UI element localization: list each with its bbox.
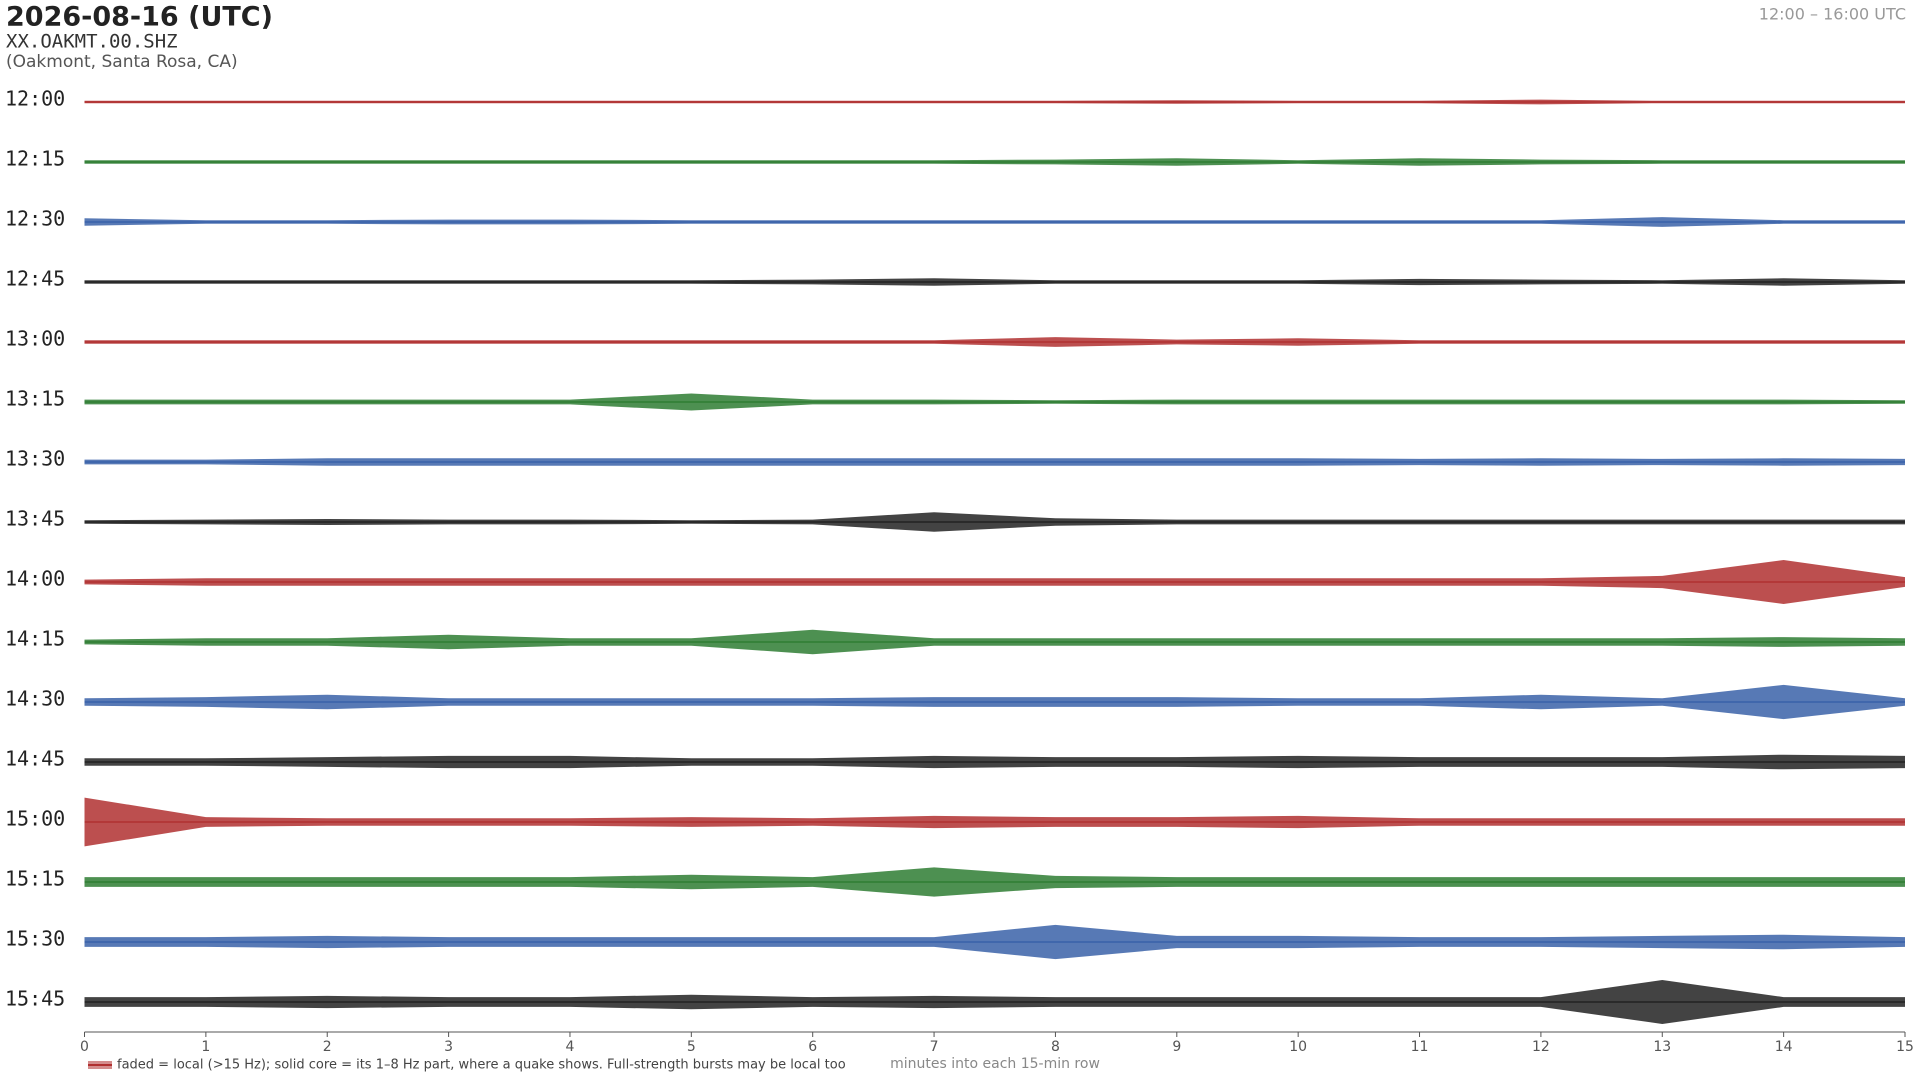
row-label: 13:15 <box>5 387 65 411</box>
trace-envelope <box>84 393 1905 411</box>
row-label: 15:00 <box>5 807 65 831</box>
trace-envelope <box>84 217 1905 227</box>
x-tick-label: 1 <box>201 1039 210 1055</box>
trace-envelope <box>84 754 1905 770</box>
trace-envelope <box>84 684 1905 720</box>
x-tick-label: 12 <box>1532 1039 1550 1055</box>
x-tick-label: 3 <box>444 1039 453 1055</box>
row-label: 15:45 <box>5 987 65 1011</box>
x-tick-label: 7 <box>930 1039 939 1055</box>
station-location: (Oakmont, Santa Rosa, CA) <box>6 52 238 72</box>
x-tick-label: 13 <box>1653 1039 1671 1055</box>
trace-envelope <box>84 458 1905 466</box>
row-label: 14:30 <box>5 687 65 711</box>
footer-note: faded = local (>15 Hz); solid core = its… <box>117 1058 846 1073</box>
trace-envelope <box>84 867 1905 897</box>
x-tick-label: 8 <box>1051 1039 1060 1055</box>
x-tick-label: 15 <box>1896 1039 1914 1055</box>
trace-envelope <box>84 924 1905 960</box>
x-tick-label: 2 <box>323 1039 332 1055</box>
row-label: 14:45 <box>5 747 65 771</box>
row-label: 13:45 <box>5 507 65 531</box>
row-label: 13:00 <box>5 327 65 351</box>
trace-envelope <box>84 797 1905 847</box>
x-tick-label: 5 <box>687 1039 696 1055</box>
row-label: 12:30 <box>5 207 65 231</box>
x-tick-label: 4 <box>566 1039 575 1055</box>
note-swatch-core <box>88 1064 112 1066</box>
trace-envelope <box>84 629 1905 655</box>
time-range: 12:00 – 16:00 UTC <box>1759 5 1906 24</box>
x-tick-label: 6 <box>808 1039 817 1055</box>
trace-envelope <box>84 278 1905 286</box>
x-tick-label: 0 <box>80 1039 89 1055</box>
trace-envelope <box>84 337 1905 347</box>
row-label: 15:15 <box>5 867 65 891</box>
x-tick-label: 10 <box>1289 1039 1307 1055</box>
row-label: 14:15 <box>5 627 65 651</box>
station-code: XX.OAKMT.00.SHZ <box>6 31 178 53</box>
row-label: 14:00 <box>5 567 65 591</box>
row-label: 12:45 <box>5 267 65 291</box>
x-tick-label: 9 <box>1172 1039 1181 1055</box>
chart-title: 2026-08-16 (UTC) <box>6 2 273 33</box>
trace-envelope <box>84 560 1905 604</box>
row-label: 13:30 <box>5 447 65 471</box>
x-tick-label: 11 <box>1411 1039 1429 1055</box>
row-label: 12:15 <box>5 147 65 171</box>
trace-envelope <box>84 512 1905 532</box>
trace-envelope <box>84 980 1905 1024</box>
row-label: 15:30 <box>5 927 65 951</box>
x-tick-label: 14 <box>1775 1039 1793 1055</box>
x-axis-label: minutes into each 15-min row <box>890 1056 1100 1072</box>
row-label: 12:00 <box>5 87 65 111</box>
trace-envelope <box>84 158 1905 166</box>
trace-envelope <box>84 99 1905 105</box>
